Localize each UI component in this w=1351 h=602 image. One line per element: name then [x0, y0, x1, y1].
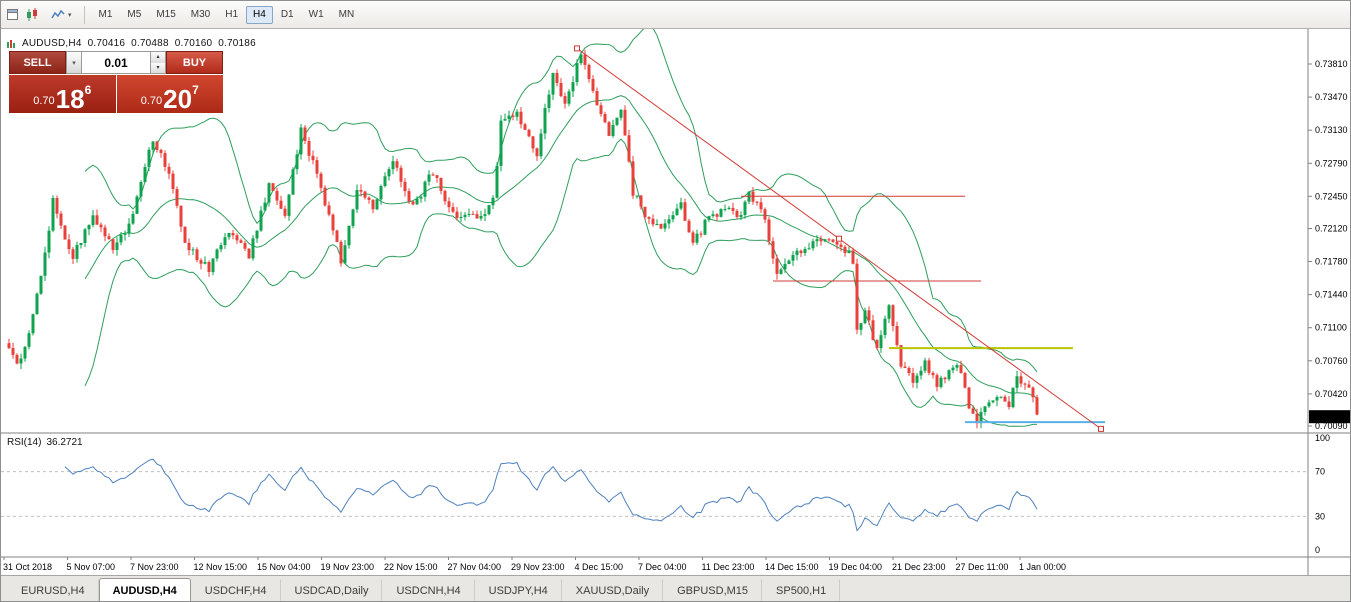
volume-dropdown-button[interactable]: ▾	[66, 51, 82, 74]
svg-text:70: 70	[1315, 467, 1325, 477]
open-value: 0.70416	[87, 38, 126, 49]
sell-price-prefix: 0.70	[33, 95, 55, 107]
buy-price-prefix: 0.70	[140, 95, 163, 107]
candlestick-icon	[27, 7, 37, 21]
sell-price-tile[interactable]: 0.70 18 6	[9, 75, 116, 113]
svg-text:4 Dec 15:00: 4 Dec 15:00	[575, 562, 624, 572]
svg-text:11 Dec 23:00: 11 Dec 23:00	[702, 562, 755, 572]
svg-text:7 Nov 23:00: 7 Nov 23:00	[130, 562, 179, 572]
ohlc-info: AUDUSD,H4 0.70416 0.70488 0.70160 0.7018…	[7, 38, 256, 49]
indicator-line-icon	[51, 9, 65, 18]
svg-text:100: 100	[1315, 433, 1330, 443]
low-value: 0.70160	[174, 38, 213, 49]
one-click-trading-panel: SELL ▾ ▴ ▾ BUY 0.70 18 6 0.70 20 7	[9, 51, 223, 113]
chart-type-button[interactable]	[21, 4, 44, 26]
timeframe-button-m1[interactable]: M1	[92, 6, 120, 24]
svg-text:15 Nov 04:00: 15 Nov 04:00	[257, 562, 311, 572]
tab-xauusd-daily[interactable]: XAUUSD,Daily	[562, 579, 664, 601]
symbol-timeframe: AUDUSD,H4	[22, 38, 82, 49]
svg-text:0.73810: 0.73810	[1315, 59, 1348, 69]
svg-text:29 Nov 23:00: 29 Nov 23:00	[511, 562, 565, 572]
svg-text:1 Jan 00:00: 1 Jan 00:00	[1019, 562, 1066, 572]
candlesticks	[7, 49, 1039, 429]
svg-text:0.70420: 0.70420	[1315, 389, 1348, 399]
tab-usdcad-daily[interactable]: USDCAD,Daily	[281, 579, 383, 601]
svg-text:0.70760: 0.70760	[1315, 356, 1348, 366]
svg-text:0.70090: 0.70090	[1315, 421, 1348, 431]
rsi-value: 36.2721	[46, 437, 83, 448]
svg-text:19 Dec 04:00: 19 Dec 04:00	[829, 562, 883, 572]
svg-text:27 Nov 04:00: 27 Nov 04:00	[448, 562, 502, 572]
tab-eurusd-h4[interactable]: EURUSD,H4	[7, 579, 99, 601]
svg-text:0.71440: 0.71440	[1315, 290, 1348, 300]
axes: 0.73810 0.73470 0.73130 0.72790 0.72450 0.721…	[1, 29, 1350, 575]
svg-text:0.73470: 0.73470	[1315, 92, 1348, 102]
buy-price-tile[interactable]: 0.70 20 7	[116, 75, 223, 114]
close-value: 0.70186	[218, 38, 256, 49]
tabs-container: EURUSD,H4 AUDUSD,H4 USDCHF,H4 USDCAD,Daily U…	[7, 576, 841, 601]
svg-text:0: 0	[1315, 545, 1320, 555]
timeframe-button-mn[interactable]: MN	[332, 6, 362, 24]
chart-tab-bar: EURUSD,H4 AUDUSD,H4 USDCHF,H4 USDCAD,Daily U…	[1, 575, 1350, 601]
svg-text:0.72790: 0.72790	[1315, 158, 1348, 168]
tab-sp500-h1[interactable]: SP500,H1	[762, 579, 841, 601]
tab-usdcnh-h4[interactable]: USDCNH,H4	[382, 579, 475, 601]
window-icon[interactable]	[5, 7, 19, 23]
svg-text:0.71780: 0.71780	[1315, 257, 1348, 267]
svg-text:7 Dec 04:00: 7 Dec 04:00	[638, 562, 687, 572]
buy-price-big: 20	[163, 83, 193, 114]
window-icon-glyph	[6, 9, 18, 20]
sell-price-big: 18	[55, 83, 85, 114]
chevron-down-icon: ▾	[68, 10, 72, 19]
sell-price-pipette: 6	[84, 83, 92, 97]
svg-text:14 Dec 15:00: 14 Dec 15:00	[765, 562, 819, 572]
svg-text:12 Nov 15:00: 12 Nov 15:00	[194, 562, 248, 572]
sell-button[interactable]: SELL	[9, 51, 66, 74]
toolbar: ▾ M1 M5 M15 M30 H1 H4 D1 W1 MN	[1, 1, 1350, 29]
rsi-plot	[1, 458, 1308, 532]
svg-text:5 Nov 07:00: 5 Nov 07:00	[67, 562, 116, 572]
high-value: 0.70488	[131, 38, 169, 49]
tab-usdchf-h4[interactable]: USDCHF,H4	[191, 579, 281, 601]
timeframe-button-h1[interactable]: H1	[218, 6, 245, 24]
rsi-name: RSI(14)	[7, 437, 42, 448]
svg-text:27 Dec 11:00: 27 Dec 11:00	[956, 562, 1009, 572]
chart-objects[interactable]	[574, 45, 1106, 432]
timeframe-button-m30[interactable]: M30	[184, 6, 217, 24]
chevron-down-icon: ▾	[72, 58, 76, 67]
svg-text:22 Nov 15:00: 22 Nov 15:00	[384, 562, 438, 572]
svg-text:0.70186: 0.70186	[1314, 412, 1347, 422]
volume-up-button[interactable]: ▴	[151, 52, 165, 63]
timeframe-buttons: M1 M5 M15 M30 H1 H4 D1 W1 MN	[92, 5, 362, 24]
tab-gbpusd-m15[interactable]: GBPUSD,M15	[663, 579, 763, 601]
volume-stepper: ▴ ▾	[151, 51, 166, 74]
tab-audusd-h4[interactable]: AUDUSD,H4	[98, 578, 191, 601]
buy-button[interactable]: BUY	[166, 51, 223, 74]
svg-text:0.72120: 0.72120	[1315, 224, 1348, 234]
svg-text:31 Oct 2018: 31 Oct 2018	[3, 562, 52, 572]
volume-input[interactable]	[82, 51, 151, 74]
svg-text:0.71100: 0.71100	[1315, 323, 1347, 333]
bollinger-bands	[84, 29, 1038, 427]
timeframe-button-d1[interactable]: D1	[274, 6, 301, 24]
indicators-button[interactable]: ▾	[46, 4, 77, 26]
toolbar-separator	[83, 5, 85, 24]
svg-text:0.72450: 0.72450	[1315, 191, 1348, 201]
tab-usdjpy-h4[interactable]: USDJPY,H4	[475, 579, 562, 601]
timeframe-button-h4[interactable]: H4	[246, 5, 273, 24]
buy-price-pipette: 7	[192, 83, 199, 97]
chart-canvas[interactable]: 0.73810 0.73470 0.73130 0.72790 0.72450 0.721…	[1, 29, 1351, 575]
svg-text:0.73130: 0.73130	[1315, 125, 1348, 135]
svg-text:21 Dec 23:00: 21 Dec 23:00	[892, 562, 946, 572]
chart-icon	[7, 40, 15, 48]
timeframe-button-m5[interactable]: M5	[120, 6, 148, 24]
rsi-indicator-label: RSI(14) 36.2721	[7, 437, 83, 448]
svg-text:19 Nov 23:00: 19 Nov 23:00	[321, 562, 375, 572]
timeframe-button-w1[interactable]: W1	[302, 6, 331, 24]
timeframe-button-m15[interactable]: M15	[149, 6, 182, 24]
svg-text:30: 30	[1315, 511, 1325, 521]
volume-down-button[interactable]: ▾	[151, 62, 165, 73]
